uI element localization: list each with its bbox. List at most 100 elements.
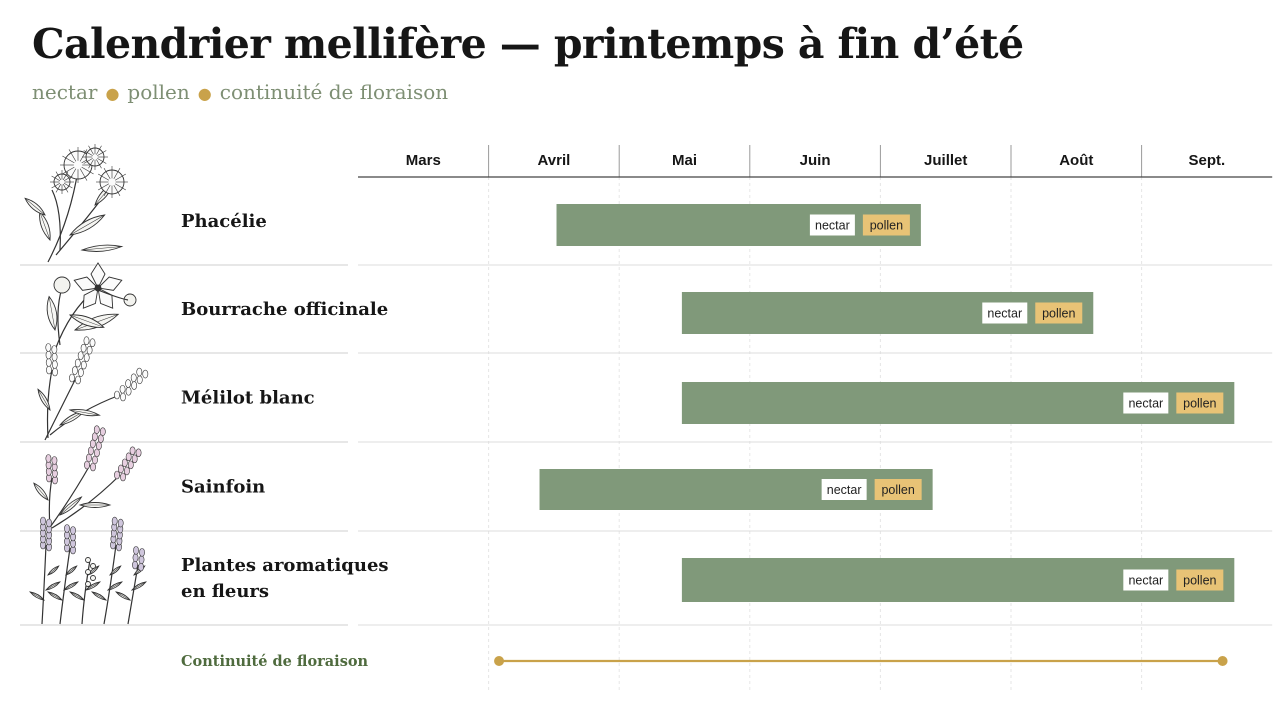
stem-stroke: [47, 169, 79, 263]
pollen-tag-label: pollen: [1042, 307, 1075, 321]
nectar-tag: [1123, 569, 1169, 591]
leaf-vein: [63, 581, 78, 591]
floret-stroke: [74, 358, 81, 368]
pollen-tag: [1035, 302, 1083, 324]
leaf-vein: [47, 565, 59, 576]
leaf-vein: [85, 581, 100, 591]
stamen-stroke: [55, 183, 62, 193]
nectar-tag-label: nectar: [987, 307, 1022, 321]
stamen-stroke: [103, 167, 111, 180]
stamen-stroke: [63, 182, 73, 189]
stem-stroke: [51, 189, 61, 251]
floret-stroke: [125, 452, 132, 462]
bloom-bar: [539, 469, 933, 510]
stamen-stroke: [114, 183, 127, 191]
floret-stroke: [89, 338, 96, 348]
month-label: Mars: [406, 152, 441, 169]
leaf-vein: [24, 198, 46, 216]
petal-stroke: [90, 262, 106, 290]
stamen-stroke: [68, 168, 77, 181]
flower-stroke: [85, 569, 91, 575]
leaf-vein: [109, 565, 121, 576]
continuity-start-dot: [494, 656, 505, 666]
floret-stroke: [46, 518, 52, 528]
floret-stroke: [80, 360, 87, 370]
month-label: Avril: [538, 152, 571, 169]
nectar-tag: [982, 302, 1028, 324]
stem-stroke: [47, 464, 91, 531]
pollen-tag: [1176, 392, 1224, 414]
pollen-tag: [862, 214, 910, 236]
stamen-stroke: [62, 183, 69, 193]
leaf-vein: [48, 591, 63, 601]
floret-stroke: [136, 375, 143, 385]
leaf-vein: [70, 591, 85, 601]
stamen-stroke: [88, 145, 94, 155]
month-label: Juillet: [924, 152, 967, 169]
plant-label: Bourrache officinale: [181, 299, 388, 320]
floret-stroke: [45, 343, 52, 352]
stamen-stroke: [97, 150, 107, 156]
floret-stroke: [135, 448, 142, 458]
stamen-stroke: [97, 183, 110, 191]
floret-stroke: [71, 366, 78, 375]
stamen-stroke: [51, 175, 61, 182]
floret-stroke: [51, 360, 58, 369]
stamen-stroke: [62, 171, 69, 181]
stamen-stroke: [114, 173, 127, 181]
leaf-vein: [30, 591, 45, 601]
stamen-stroke: [83, 158, 93, 164]
nectar-tag-label: nectar: [1128, 397, 1163, 411]
month-label: Juin: [800, 152, 831, 169]
floret-stroke: [83, 336, 90, 346]
floret-stroke: [120, 472, 126, 482]
stamen-stroke: [96, 159, 102, 169]
stamen-stroke: [62, 166, 75, 175]
floret-stroke: [51, 456, 58, 465]
petal-stroke: [73, 276, 99, 291]
continuity-label: Continuité de floraison: [181, 653, 369, 670]
floret-stroke: [93, 425, 100, 434]
aromatic-plants-icon: [29, 516, 147, 625]
pollen-tag-label: pollen: [881, 483, 914, 497]
floret-stroke: [114, 390, 120, 400]
leaf-vein: [116, 591, 131, 601]
nectar-tag-label: nectar: [827, 483, 862, 497]
pollen-tag-label: pollen: [1183, 574, 1216, 588]
stamen-stroke: [96, 145, 102, 155]
leaf-vein: [37, 389, 51, 411]
page-title: Calendrier mellifère — printemps à fin d…: [32, 20, 1024, 68]
leaf-vein: [59, 496, 82, 516]
nectar-tag: [821, 479, 867, 500]
flower-stroke: [53, 276, 71, 294]
floret-stroke: [138, 555, 145, 564]
floret-stroke: [139, 548, 145, 557]
plant-label: Sainfoin: [181, 477, 265, 498]
stem-stroke: [57, 287, 63, 346]
stamen-stroke: [113, 184, 121, 197]
floret-stroke: [99, 427, 106, 436]
floret-stroke: [121, 458, 128, 468]
floret-stroke: [125, 386, 132, 396]
floret-stroke: [45, 454, 52, 463]
leaf-vein: [131, 581, 146, 591]
floret-stroke: [40, 516, 46, 526]
floret-stroke: [80, 343, 87, 353]
stem-stroke: [81, 559, 91, 625]
floret-stroke: [119, 384, 126, 394]
nectar-tag-label: nectar: [1128, 574, 1163, 588]
leaf-vein: [69, 214, 105, 236]
floret-stroke: [138, 562, 144, 572]
floret-stroke: [46, 365, 52, 375]
subtitle-nectar: nectar: [32, 80, 98, 104]
stamen-stroke: [55, 171, 62, 181]
floret-stroke: [86, 345, 93, 355]
flower-stroke: [90, 563, 96, 569]
leaf-vein: [107, 581, 122, 591]
floret-stroke: [77, 368, 84, 377]
stamen-stroke: [103, 184, 111, 197]
floret-stroke: [142, 369, 149, 379]
floret-stroke: [83, 353, 90, 362]
floret-stroke: [131, 381, 138, 390]
floret-stroke: [70, 526, 76, 535]
